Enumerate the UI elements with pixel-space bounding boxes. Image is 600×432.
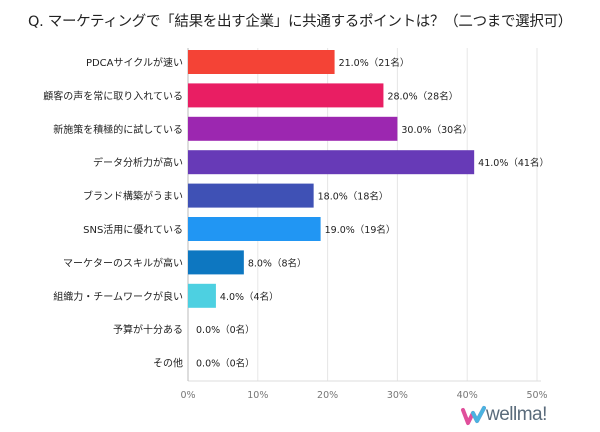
x-tick-label: 0% <box>180 390 195 401</box>
logo-text: wellma! <box>486 404 547 425</box>
x-tick-label: 20% <box>317 390 338 401</box>
category-label: 顧客の声を常に取り入れている <box>43 89 183 102</box>
category-label: マーケターのスキルが高い <box>63 256 183 269</box>
x-tick-label: 40% <box>457 390 478 401</box>
x-tick-label: 30% <box>387 390 408 401</box>
bar <box>188 183 314 208</box>
bar <box>188 217 321 241</box>
data-label: 28.0%（28名） <box>387 90 458 102</box>
chart-title: Q. マーケティングで「結果を出す企業」に共通するポイントは？（二つまで選択可） <box>28 14 572 30</box>
category-label: データ分析力が高い <box>93 156 183 169</box>
bar <box>188 50 335 74</box>
category-label: 組織力・チームワークが良い <box>53 290 183 303</box>
data-label: 21.0%（21名） <box>339 57 410 69</box>
bar <box>188 283 216 308</box>
category-label: SNS活用に優れている <box>83 223 183 236</box>
category-label: PDCAサイクルが速い <box>86 56 183 69</box>
data-label: 30.0%（30名） <box>401 124 472 136</box>
logo-icon <box>461 406 486 425</box>
data-label: 19.0%（19名） <box>325 224 396 236</box>
x-tick-label: 10% <box>247 390 268 401</box>
data-label: 4.0%（4名） <box>220 291 279 303</box>
category-label: 新施策を積極的に試している <box>53 123 183 136</box>
category-label: ブランド構築がうまい <box>83 190 183 203</box>
category-label: 予算が十分ある <box>113 323 183 336</box>
category-label: その他 <box>153 357 183 370</box>
bar <box>188 83 384 108</box>
data-label: 18.0%（18名） <box>318 191 389 203</box>
data-label: 0.0%（0名） <box>196 358 255 370</box>
bar <box>188 116 398 141</box>
x-tick-label: 50% <box>526 390 547 401</box>
bar <box>188 250 244 275</box>
data-label: 41.0%（41名） <box>478 157 549 169</box>
data-label: 0.0%（0名） <box>196 324 255 336</box>
bar <box>188 150 475 175</box>
wellma-logo: wellma! <box>460 404 547 426</box>
data-label: 8.0%（8名） <box>248 257 307 269</box>
